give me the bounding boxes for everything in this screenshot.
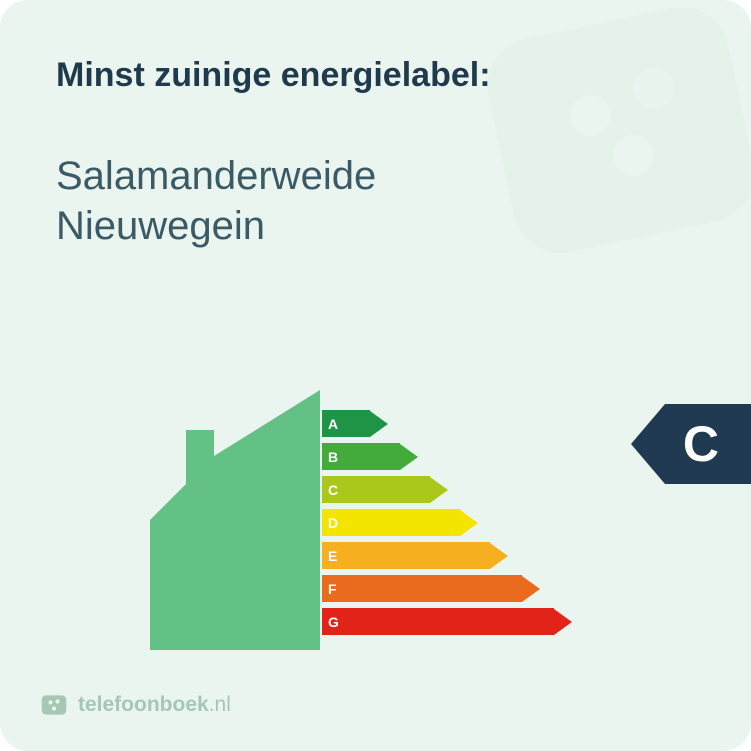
selected-label-badge: C xyxy=(631,404,751,484)
energy-bar-f: F xyxy=(322,575,540,602)
energy-bars: A B C D E F G xyxy=(322,410,622,634)
energy-bar-g: G xyxy=(322,608,572,635)
energy-bar-e: E xyxy=(322,542,508,569)
energy-bar-letter: A xyxy=(328,416,338,432)
energy-bar-c: C xyxy=(322,476,448,503)
house-icon xyxy=(150,390,320,650)
phonebook-icon xyxy=(40,691,68,719)
energy-bar-a: A xyxy=(322,410,388,437)
energy-figure: A B C D E F G xyxy=(150,390,710,650)
badge-arrow-tip xyxy=(631,404,665,484)
address-line-1: Salamanderweide xyxy=(56,151,695,201)
footer-text: telefoonboek.nl xyxy=(78,693,231,717)
footer-brand-name: telefoonboek xyxy=(78,693,209,716)
energy-bar-d: D xyxy=(322,509,478,536)
energy-bar-letter: F xyxy=(328,581,337,597)
energy-bar-letter: C xyxy=(328,482,338,498)
energy-bar-letter: B xyxy=(328,449,338,465)
address-line-2: Nieuwegein xyxy=(56,201,695,251)
selected-label-letter: C xyxy=(683,415,719,473)
energy-bar-b: B xyxy=(322,443,418,470)
energy-bar-letter: D xyxy=(328,515,338,531)
energy-bar-letter: E xyxy=(328,548,337,564)
address-block: Salamanderweide Nieuwegein xyxy=(56,151,695,251)
energy-label-card: Minst zuinige energielabel: Salamanderwe… xyxy=(0,0,751,751)
badge-body: C xyxy=(665,404,751,484)
energy-bar-letter: G xyxy=(328,614,339,630)
footer-tld: .nl xyxy=(209,693,231,716)
card-heading: Minst zuinige energielabel: xyxy=(56,56,695,95)
footer-brand: telefoonboek.nl xyxy=(40,691,231,719)
